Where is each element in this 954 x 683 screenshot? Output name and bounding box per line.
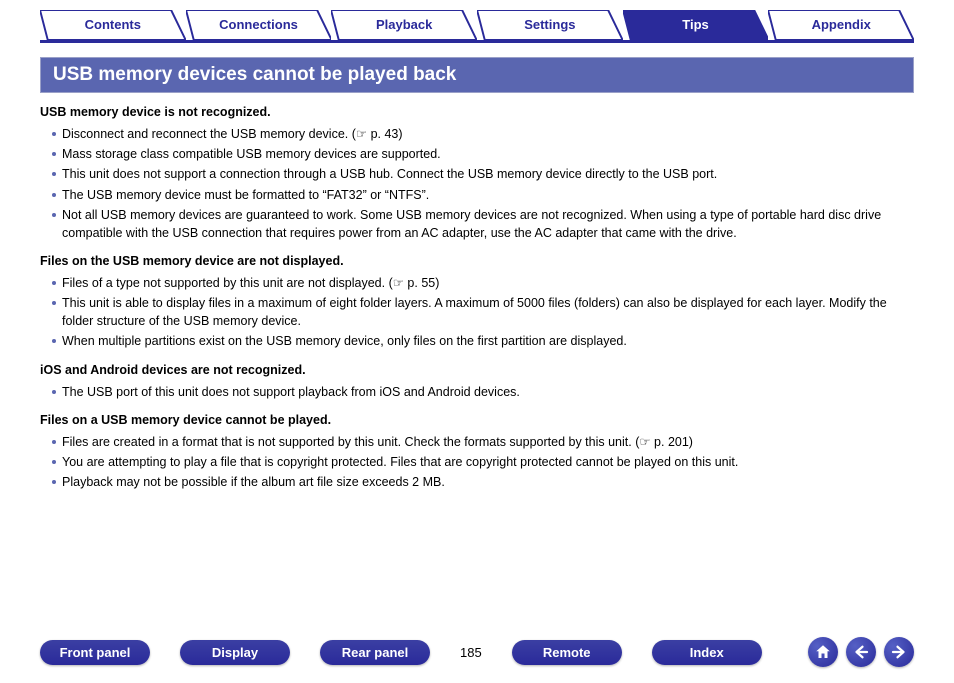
list-item: You are attempting to play a file that i… <box>54 453 914 471</box>
section-title: Files on a USB memory device cannot be p… <box>40 411 914 429</box>
list-item: This unit does not support a connection … <box>54 165 914 183</box>
section-title: iOS and Android devices are not recogniz… <box>40 361 914 379</box>
list-item: The USB port of this unit does not suppo… <box>54 383 914 401</box>
home-icon[interactable] <box>808 637 838 667</box>
tab-label: Appendix <box>812 17 871 32</box>
tab-underline <box>40 40 914 43</box>
list-item: Not all USB memory devices are guarantee… <box>54 206 914 242</box>
top-tabs: Contents Connections Playback Settings T… <box>40 10 914 40</box>
list-item: Files are created in a format that is no… <box>54 433 914 451</box>
list-item: When multiple partitions exist on the US… <box>54 332 914 350</box>
list-item: The USB memory device must be formatted … <box>54 186 914 204</box>
section-title: USB memory device is not recognized. <box>40 103 914 121</box>
tab-label: Playback <box>376 17 432 32</box>
tab-label: Connections <box>219 17 298 32</box>
remote-button[interactable]: Remote <box>512 640 622 665</box>
display-button[interactable]: Display <box>180 640 290 665</box>
tab-playback[interactable]: Playback <box>331 10 477 40</box>
list-item: Mass storage class compatible USB memory… <box>54 145 914 163</box>
tab-contents[interactable]: Contents <box>40 10 186 40</box>
bottom-bar: Front panel Display Rear panel 185 Remote Ind… <box>40 637 914 667</box>
tab-connections[interactable]: Connections <box>186 10 332 40</box>
section-list: The USB port of this unit does not suppo… <box>40 383 914 401</box>
section-list: Files of a type not supported by this un… <box>40 274 914 351</box>
tab-label: Contents <box>85 17 141 32</box>
prev-icon[interactable] <box>846 637 876 667</box>
tab-label: Settings <box>524 17 575 32</box>
section-list: Files are created in a format that is no… <box>40 433 914 491</box>
section-banner: USB memory devices cannot be played back <box>40 57 914 93</box>
list-item: Disconnect and reconnect the USB memory … <box>54 125 914 143</box>
tab-tips[interactable]: Tips <box>623 10 769 40</box>
rear-panel-button[interactable]: Rear panel <box>320 640 430 665</box>
list-item: Playback may not be possible if the albu… <box>54 473 914 491</box>
content-area: USB memory device is not recognized. Disc… <box>40 103 914 491</box>
list-item: Files of a type not supported by this un… <box>54 274 914 292</box>
list-item: This unit is able to display files in a … <box>54 294 914 330</box>
section-list: Disconnect and reconnect the USB memory … <box>40 125 914 242</box>
front-panel-button[interactable]: Front panel <box>40 640 150 665</box>
next-icon[interactable] <box>884 637 914 667</box>
nav-icon-group <box>808 637 914 667</box>
tab-appendix[interactable]: Appendix <box>768 10 914 40</box>
tab-settings[interactable]: Settings <box>477 10 623 40</box>
index-button[interactable]: Index <box>652 640 762 665</box>
page-number: 185 <box>460 645 482 660</box>
section-title: Files on the USB memory device are not d… <box>40 252 914 270</box>
tab-label: Tips <box>682 17 709 32</box>
